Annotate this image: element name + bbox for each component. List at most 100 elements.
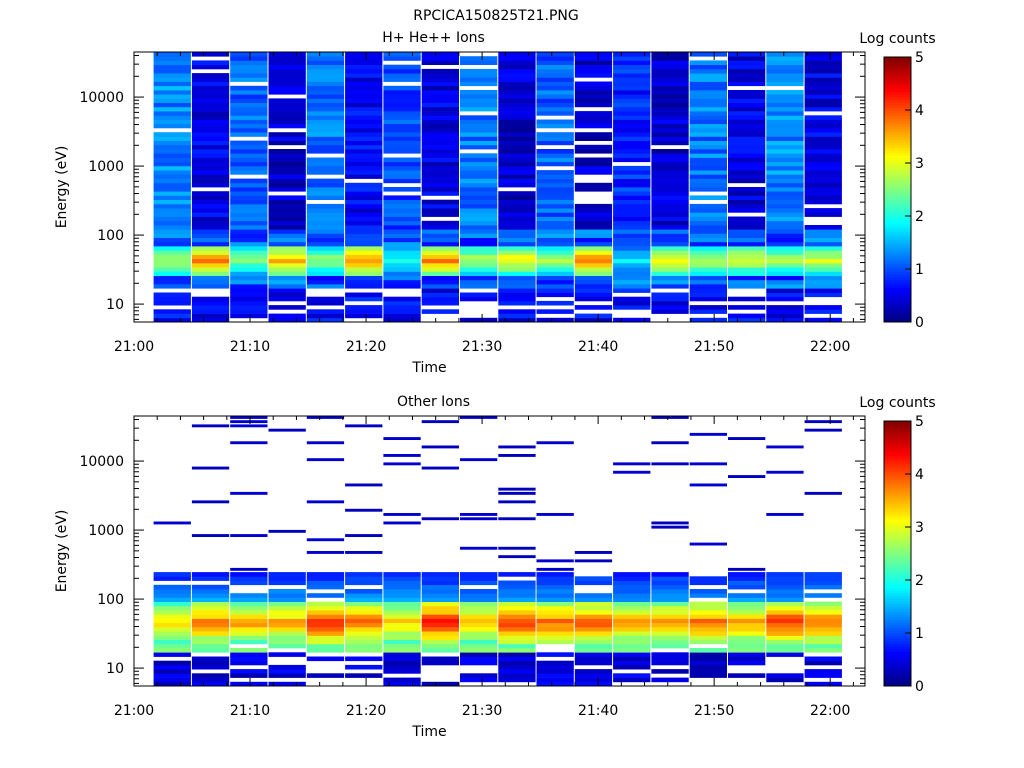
heatmap-cell (804, 56, 842, 61)
heatmap-cell (728, 111, 766, 116)
heatmap-cell (804, 233, 842, 238)
heatmap-cell (728, 576, 766, 581)
heatmap-cell (536, 220, 574, 226)
heatmap-cell (613, 639, 651, 645)
heatmap-cell (230, 258, 268, 264)
heatmap-cell (268, 140, 306, 146)
heatmap-cell (766, 622, 804, 628)
heatmap-cell (766, 64, 804, 70)
colorbar-step (884, 479, 911, 483)
heatmap-cell (153, 203, 191, 209)
heatmap-cell (306, 673, 345, 678)
heatmap-cell (191, 284, 230, 289)
heatmap-cell (498, 195, 536, 200)
heatmap-cell (613, 580, 651, 586)
colorbar-step (884, 648, 911, 653)
heatmap-cell (230, 601, 268, 607)
heatmap-cell (421, 191, 459, 196)
heatmap-cell (383, 572, 421, 577)
heatmap-cell (460, 90, 498, 95)
heatmap-cell (804, 622, 842, 628)
heatmap-cell (766, 513, 804, 516)
heatmap-cell (345, 225, 383, 230)
heatmap-cell (153, 275, 191, 281)
heatmap-cell (268, 237, 306, 243)
heatmap-cell (345, 77, 383, 82)
heatmap-cell (230, 605, 268, 611)
heatmap-cell (613, 225, 651, 230)
colorbar-step (884, 178, 911, 183)
heatmap-cell (574, 614, 613, 619)
heatmap-cell (421, 309, 459, 314)
heatmap-cell (498, 81, 536, 87)
heatmap-cell (421, 292, 459, 298)
heatmap-cell (268, 106, 306, 112)
heatmap-cell (153, 610, 191, 615)
heatmap-cell (153, 56, 191, 61)
heatmap-cell (345, 111, 383, 116)
colorbar-step (884, 284, 911, 289)
heatmap-cell (689, 618, 727, 624)
heatmap-cell (268, 149, 306, 154)
heatmap-cell (766, 296, 804, 302)
heatmap-cell (574, 618, 613, 624)
heatmap-cell (498, 300, 536, 306)
heatmap-cell (689, 250, 727, 255)
heatmap-cell (536, 584, 574, 590)
heatmap-cell (804, 267, 842, 272)
colorbar-step (884, 112, 911, 116)
heatmap-cell (651, 132, 689, 137)
heatmap-cell (345, 94, 383, 99)
heatmap-cell (613, 111, 651, 116)
colorbar-step (884, 659, 911, 663)
colorbar-step (884, 72, 911, 77)
heatmap-cell (728, 102, 766, 108)
heatmap-cell (191, 140, 230, 146)
heatmap-cell (345, 187, 383, 192)
heatmap-cell (613, 119, 651, 125)
heatmap-cell (689, 542, 727, 546)
heatmap-cell (651, 241, 689, 247)
heatmap-cell (728, 622, 766, 628)
heatmap-cell (689, 165, 727, 171)
heatmap-cell (689, 309, 727, 314)
heatmap-cell (460, 284, 498, 289)
heatmap-cell (421, 187, 459, 192)
heatmap-cell (153, 174, 191, 179)
heatmap-cell (191, 313, 230, 319)
heatmap-cell (498, 115, 536, 120)
heatmap-cell (613, 60, 651, 65)
colorbar-step (884, 542, 911, 547)
x-tick-label: 21:00 (114, 339, 154, 355)
heatmap-cell (536, 664, 574, 670)
colorbar-step (884, 147, 911, 151)
heatmap-cell (574, 187, 613, 192)
heatmap-cell (574, 551, 613, 554)
heatmap-cell (728, 618, 766, 624)
heatmap-cell (421, 170, 459, 175)
heatmap-cell (230, 246, 268, 251)
heatmap-cell (651, 127, 689, 133)
heatmap-cell (153, 605, 191, 611)
heatmap-cell (268, 262, 306, 268)
heatmap-cell (574, 233, 613, 238)
heatmap-cell (153, 85, 191, 91)
y-tick-label: 100 (97, 592, 124, 608)
heatmap-cell (306, 572, 345, 577)
heatmap-cell (574, 136, 613, 141)
heatmap-cell (498, 677, 536, 683)
heatmap-cell (613, 470, 651, 474)
heatmap-cell (689, 81, 727, 87)
heatmap-cell (766, 199, 804, 205)
heatmap-cell (651, 115, 689, 120)
heatmap-cell (421, 94, 459, 99)
heatmap-cell (230, 208, 268, 213)
heatmap-cell (345, 119, 383, 125)
heatmap-cell (498, 487, 536, 491)
heatmap-cell (421, 212, 459, 217)
heatmap-cell (230, 77, 268, 82)
colorbar-step (884, 96, 911, 100)
heatmap-cell (230, 233, 268, 238)
heatmap-cell (230, 660, 268, 666)
heatmap-cell (153, 191, 191, 196)
